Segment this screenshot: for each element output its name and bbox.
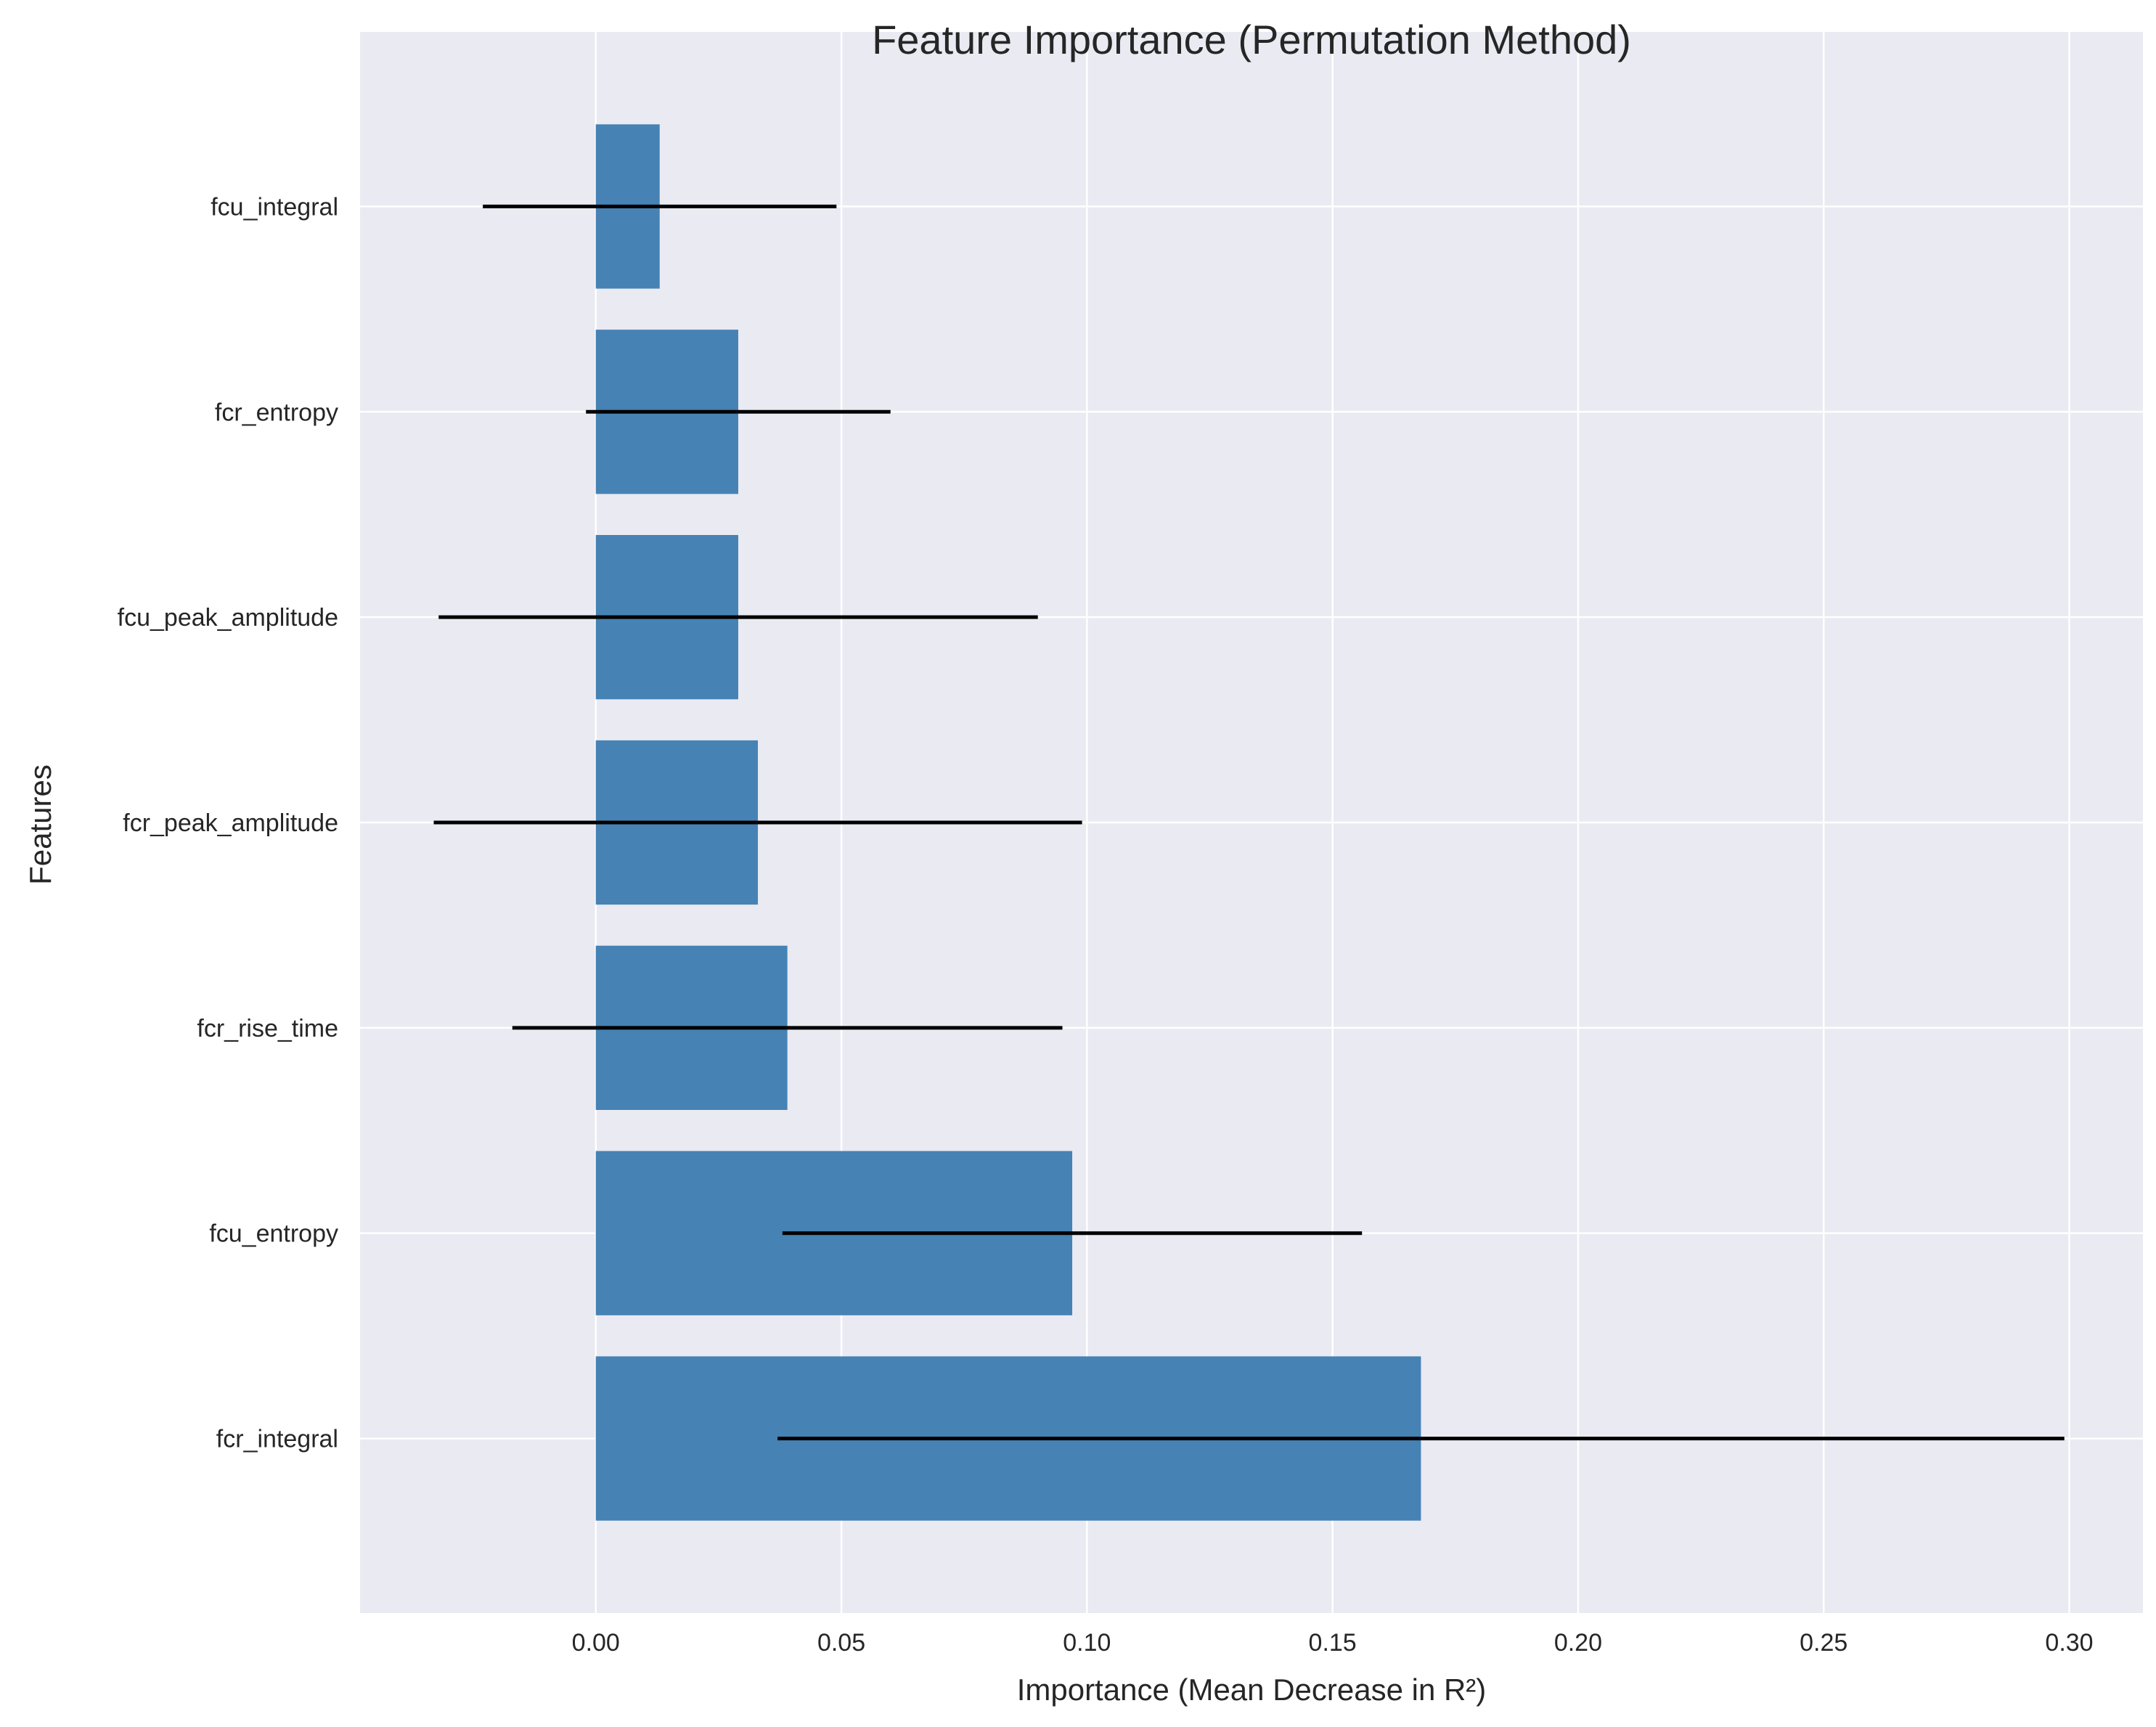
x-tick-label: 0.05 <box>817 1629 865 1657</box>
x-tick-label: 0.25 <box>1800 1629 1847 1657</box>
y-tick-label-fcr_peak_amplitude: fcr_peak_amplitude <box>123 809 338 837</box>
error-bars <box>433 204 2065 1441</box>
x-tick-label: 0.30 <box>2045 1629 2093 1657</box>
x-axis-ticks: 0.00 0.05 0.10 0.15 0.20 0.25 0.30 <box>572 1629 2094 1657</box>
y-tick-label-fcu_entropy: fcu_entropy <box>209 1220 338 1248</box>
y-tick-label-fcr_entropy: fcr_entropy <box>215 399 338 426</box>
x-tick-label: 0.20 <box>1554 1629 1602 1657</box>
x-tick-label: 0.15 <box>1309 1629 1357 1657</box>
y-tick-label-fcu_integral: fcu_integral <box>211 193 338 221</box>
chart-title: Feature Importance (Permutation Method) <box>872 17 1631 62</box>
y-axis-ticks: fcr_integral fcu_entropy fcr_rise_time fcr_… <box>118 193 338 1453</box>
y-tick-label-fcr_integral: fcr_integral <box>216 1426 338 1453</box>
y-tick-label-fcu_peak_amplitude: fcu_peak_amplitude <box>118 604 338 632</box>
x-axis-label: Importance (Mean Decrease in R²) <box>1017 1673 1487 1707</box>
y-tick-label-fcr_rise_time: fcr_rise_time <box>197 1015 338 1042</box>
y-axis-label: Features <box>23 764 57 885</box>
x-tick-label: 0.00 <box>572 1629 620 1657</box>
x-tick-label: 0.10 <box>1063 1629 1111 1657</box>
